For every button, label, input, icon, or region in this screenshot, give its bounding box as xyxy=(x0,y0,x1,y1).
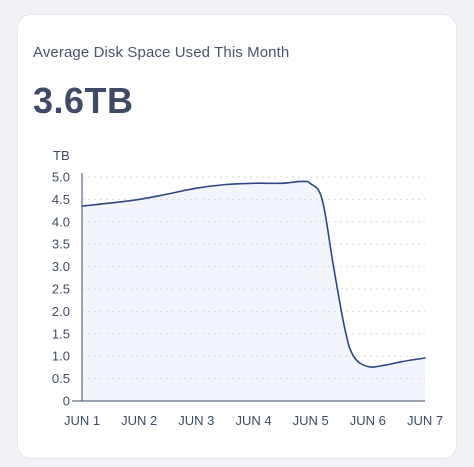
card-title: Average Disk Space Used This Month xyxy=(33,44,290,61)
average-value: 3.6TB xyxy=(33,80,134,121)
